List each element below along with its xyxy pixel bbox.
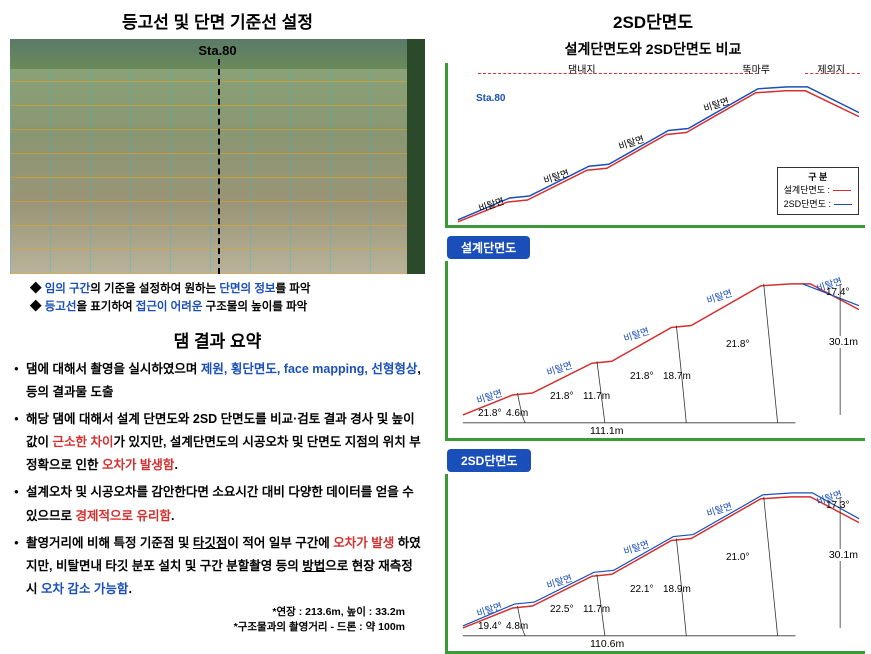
sd2-chart: 비탈면 비탈면 비탈면 비탈면 비탈면 19.4° 4.8m 22.5° 11.… xyxy=(445,474,865,654)
design-tab: 설계단면도 xyxy=(447,236,530,259)
sd2-width: 110.6m xyxy=(588,638,626,650)
summary-item-2: 설계오차 및 시공오차를 감안한다면 소요시간 대비 다양한 데이터를 얻을 수… xyxy=(14,481,421,527)
design-chart: 비탈면 비탈면 비탈면 비탈면 비탈면 21.8° 4.6m 21.8° 11.… xyxy=(445,261,865,441)
contour-bullets: ◆ 임의 구간의 기준을 설정하여 원하는 단면의 정보를 파악 ◆ 등고선을 … xyxy=(10,280,425,317)
summary-item-3: 촬영거리에 비해 특정 기준점 및 타깃점이 적어 일부 구간에 오차가 발생 … xyxy=(14,532,421,601)
bullet-2: ◆ 등고선을 표기하여 접근이 어려운 구조물의 높이를 파악 xyxy=(10,298,425,316)
aerial-image: Sta.80 xyxy=(10,39,425,274)
design-height: 30.1m xyxy=(827,336,860,348)
station-line xyxy=(218,59,220,274)
bullet-1: ◆ 임의 구간의 기준을 설정하여 원하는 단면의 정보를 파악 xyxy=(10,280,425,298)
legend: 구 분 설계단면도 : 2SD단면도 : xyxy=(777,167,859,216)
summary-item-0: 댐에 대해서 촬영을 실시하였으며 제원, 횡단면도, face mapping… xyxy=(14,358,421,404)
contour-title: 등고선 및 단면 기준선 설정 xyxy=(10,8,425,33)
right-column: 2SD단면도 설계단면도와 2SD단면도 비교 댐내지 뚝마루 제외지 Sta.… xyxy=(435,0,871,630)
station-label: Sta.80 xyxy=(198,43,236,58)
summary-title: 댐 결과 요약 xyxy=(10,327,425,352)
summary-item-1: 해당 댐에 대해서 설계 단면도와 2SD 단면도를 비교·검토 결과 경사 및… xyxy=(14,408,421,477)
comparison-chart: 댐내지 뚝마루 제외지 Sta.80 비탈면 비탈면 비탈면 비탈면 구 분 설… xyxy=(445,63,865,228)
footnote: *연장 : 213.6m, 높이 : 33.2m *구조물과의 촬영거리 - 드… xyxy=(10,605,425,634)
sd-title: 2SD단면도 xyxy=(445,8,861,33)
left-column: 등고선 및 단면 기준선 설정 Sta.80 ◆ 임의 구간의 기준을 설정하여… xyxy=(0,0,435,630)
sd2-tab: 2SD단면도 xyxy=(447,449,531,472)
sd2-height: 30.1m xyxy=(827,549,860,561)
summary-list: 댐에 대해서 촬영을 실시하였으며 제원, 횡단면도, face mapping… xyxy=(10,358,425,601)
design-width: 111.1m xyxy=(588,425,625,437)
compare-subtitle: 설계단면도와 2SD단면도 비교 xyxy=(445,39,861,59)
